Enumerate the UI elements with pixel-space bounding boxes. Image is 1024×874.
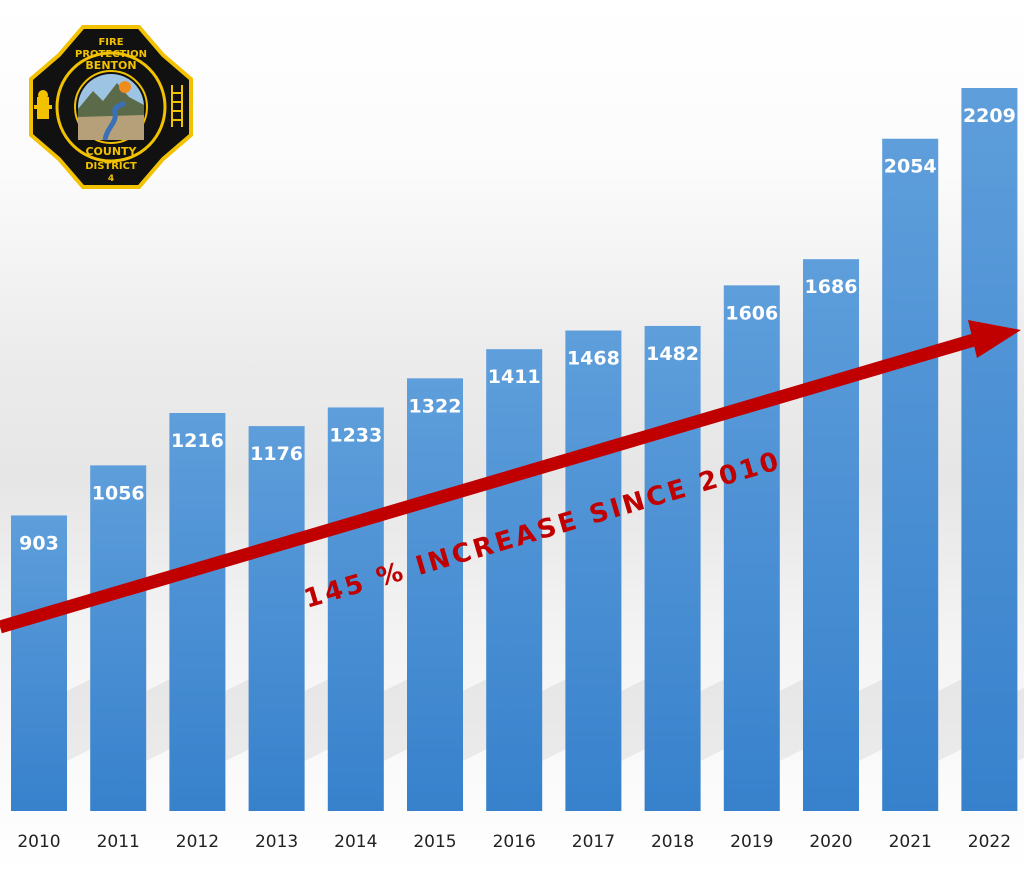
sun-icon	[119, 81, 131, 93]
data-label-2017: 1468	[567, 348, 620, 370]
x-tick-label-2015: 2015	[413, 832, 456, 852]
bar-2015	[407, 378, 463, 811]
data-label-2011: 1056	[92, 482, 145, 504]
logo-line-county: COUNTY	[85, 145, 137, 158]
data-label-2016: 1411	[488, 366, 541, 388]
x-tick-label-2010: 2010	[17, 832, 60, 852]
x-tick-label-2016: 2016	[493, 832, 536, 852]
bar-2020	[803, 259, 859, 812]
logo-line-protection: PROTECTION	[75, 49, 147, 60]
bar-2014	[327, 407, 384, 811]
data-label-2022: 2209	[963, 105, 1016, 127]
trend-arrow-head	[968, 320, 1021, 358]
bar-2016	[486, 349, 543, 811]
logo-line-benton: BENTON	[85, 59, 136, 72]
data-label-2010: 903	[19, 532, 59, 554]
x-tick-label-2011: 2011	[97, 832, 140, 852]
data-labels-group: 903 1056 1216 1176 1233 1322 1411 1468 1482 1606 1…	[19, 105, 1016, 554]
logo-line-fire: FIRE	[98, 37, 123, 48]
bar-2021	[882, 138, 939, 812]
x-tick-labels-group: 2010 2011 2012 2013 2014 2015 2016 2017 2018 2019…	[17, 832, 1011, 852]
logo-line-district: DISTRICT	[85, 161, 137, 172]
bar-2019	[723, 285, 780, 811]
bars-group	[11, 88, 1018, 812]
data-label-2013: 1176	[250, 443, 303, 465]
data-label-2019: 1606	[725, 302, 778, 324]
data-label-2021: 2054	[884, 156, 937, 178]
ladder-icon	[171, 85, 183, 127]
x-tick-label-2012: 2012	[176, 832, 219, 852]
x-tick-label-2018: 2018	[651, 832, 694, 852]
logo-line-number: 4	[108, 174, 114, 184]
data-label-2020: 1686	[805, 276, 858, 298]
x-tick-label-2020: 2020	[809, 832, 852, 852]
bar-2022	[961, 88, 1018, 811]
data-label-2015: 1322	[409, 395, 462, 417]
fire-district-logo: FIRE PROTECTION BENTON COUNTY DISTRICT 4	[29, 25, 193, 189]
x-tick-label-2017: 2017	[572, 832, 615, 852]
hydrant-icon	[34, 90, 52, 119]
data-label-2014: 1233	[329, 424, 382, 446]
trend-arrow-shaft	[0, 330, 986, 634]
bar-2012	[169, 413, 226, 811]
bar-2011	[90, 465, 147, 811]
x-tick-label-2019: 2019	[730, 832, 773, 852]
data-label-2018: 1482	[646, 343, 699, 365]
bar-2018	[644, 325, 701, 811]
x-tick-label-2013: 2013	[255, 832, 298, 852]
bar-2010	[11, 515, 67, 811]
x-tick-label-2021: 2021	[889, 832, 932, 852]
bar-shadow	[1017, 687, 1024, 761]
bar-2013	[248, 426, 305, 811]
data-label-2012: 1216	[171, 430, 224, 452]
x-tick-label-2014: 2014	[334, 832, 377, 852]
mountain-river-emblem	[78, 74, 144, 141]
x-tick-label-2022: 2022	[968, 832, 1011, 852]
bar-2017	[565, 330, 622, 811]
